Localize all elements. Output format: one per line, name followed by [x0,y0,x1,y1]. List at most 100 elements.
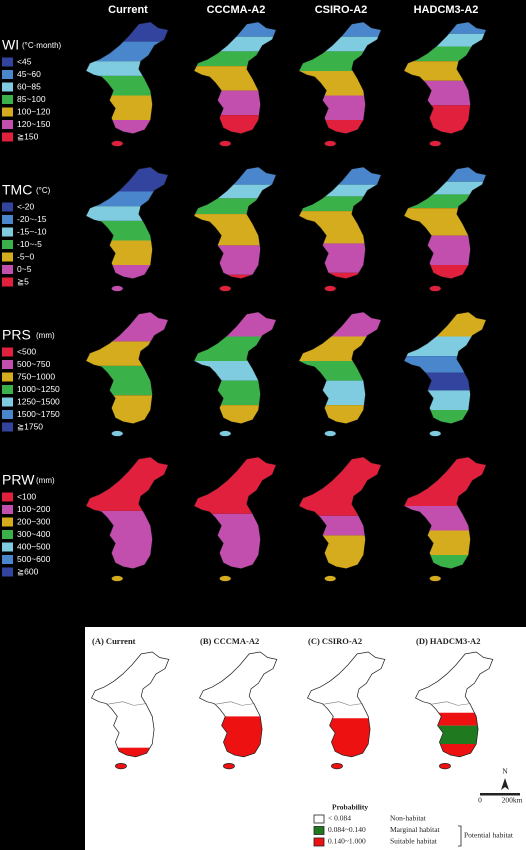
legend-label: 200~300 [17,516,51,526]
legend-label: 0~5 [17,264,32,274]
legend-swatch [2,132,13,142]
north-arrow [501,778,509,790]
legend-swatch [2,360,13,369]
legend-swatch [2,82,13,92]
legend-swatch [2,517,13,527]
legend-label: 85~100 [17,94,46,104]
border-line [322,701,363,706]
legend-label: 1000~1250 [17,384,60,394]
legend-label: 100~120 [17,106,51,116]
legend-swatch [2,107,13,117]
map-outline [403,311,487,437]
column-header: HADCM3-A2 [414,4,479,16]
map-outline [199,651,278,770]
legend-label: ≧5 [17,276,29,286]
legend-swatch [2,215,13,224]
legend-swatch [2,542,13,552]
map-outline [193,456,277,582]
map-outline [85,456,169,582]
legend-swatch [2,492,13,502]
variable-name: PRW [2,472,35,488]
scale-label: 0 [478,796,482,805]
legend-label: Non-habitat [390,814,427,823]
map-outline [85,21,169,147]
legend-label: <45 [17,56,32,66]
legend-label: Suitable habitat [390,837,438,846]
legend-label: 100~200 [17,504,51,514]
legend-swatch [2,385,13,394]
border-line [106,701,147,706]
group-label: Potential habitat [464,831,514,840]
panel-title: (D) HADCM3-A2 [416,636,480,646]
variable-unit: (°C·month) [22,41,62,50]
map-outline [91,651,170,770]
variable-unit: (mm) [36,331,55,340]
legend-label: 120~150 [17,119,51,129]
legend-swatch [2,277,13,287]
legend-swatch [2,227,13,237]
border-line [214,701,255,706]
legend-label: 500~600 [17,554,51,564]
legend-label: 400~500 [17,541,51,551]
legend-swatch [2,372,13,382]
legend-swatch [2,57,13,67]
legend-label: 1250~1500 [17,396,60,406]
map-outline [298,21,382,147]
variable-name: WI [2,37,19,53]
legend-swatch [2,410,13,419]
legend-label: 1500~1750 [17,409,60,419]
map-outline [298,166,382,292]
legend-label: -10~-5 [17,239,42,249]
map-outline [193,311,277,437]
legend-swatch [2,347,13,357]
legend-label: Marginal habitat [390,825,441,834]
map-outline [403,166,487,292]
legend-label: ≧1750 [17,421,43,431]
legend-range: < 0.084 [328,814,351,823]
map-outline [298,311,382,437]
legend-swatch [2,252,13,262]
legend-swatch [2,120,13,129]
legend-title: Probability [332,803,368,812]
map-outline [403,21,487,147]
scale-bar [480,793,520,796]
map-outline [403,456,487,582]
legend-swatch [2,202,13,212]
legend-label: -15~-10 [17,226,47,236]
map-outline [298,456,382,582]
map-zone [298,184,382,197]
map-outline [415,651,494,770]
panel-title: (B) CCCMA-A2 [200,636,259,646]
border-line [430,701,471,706]
map-outline [85,311,169,437]
north-label: N [502,767,508,776]
column-header: CSIRO-A2 [315,4,368,16]
variable-name: PRS [2,327,31,343]
legend-label: <500 [17,346,36,356]
column-header: Current [108,4,148,16]
panel-title: (C) CSIRO-A2 [308,636,362,646]
legend-swatch [2,397,13,407]
variable-unit: (°C) [36,186,51,195]
legend-label: ≧150 [17,131,39,141]
map-outline [307,651,386,770]
scale-label: 200km [502,796,523,805]
legend-swatch [2,422,13,432]
legend-swatch [2,530,13,539]
legend-swatch [2,555,13,564]
legend-swatch [313,837,325,847]
legend-swatch [313,814,325,824]
panel-title: (A) Current [92,636,136,646]
map-outline [85,166,169,292]
map-outline [193,166,277,292]
legend-swatch [2,240,13,249]
legend-range: 0.084~0.140 [328,825,366,834]
map-outline [193,21,277,147]
legend-swatch [313,826,325,835]
legend-label: 300~400 [17,529,51,539]
legend-swatch [2,505,13,514]
bracket [458,825,462,847]
legend-label: <100 [17,491,36,501]
legend-label: -20~-15 [17,214,47,224]
